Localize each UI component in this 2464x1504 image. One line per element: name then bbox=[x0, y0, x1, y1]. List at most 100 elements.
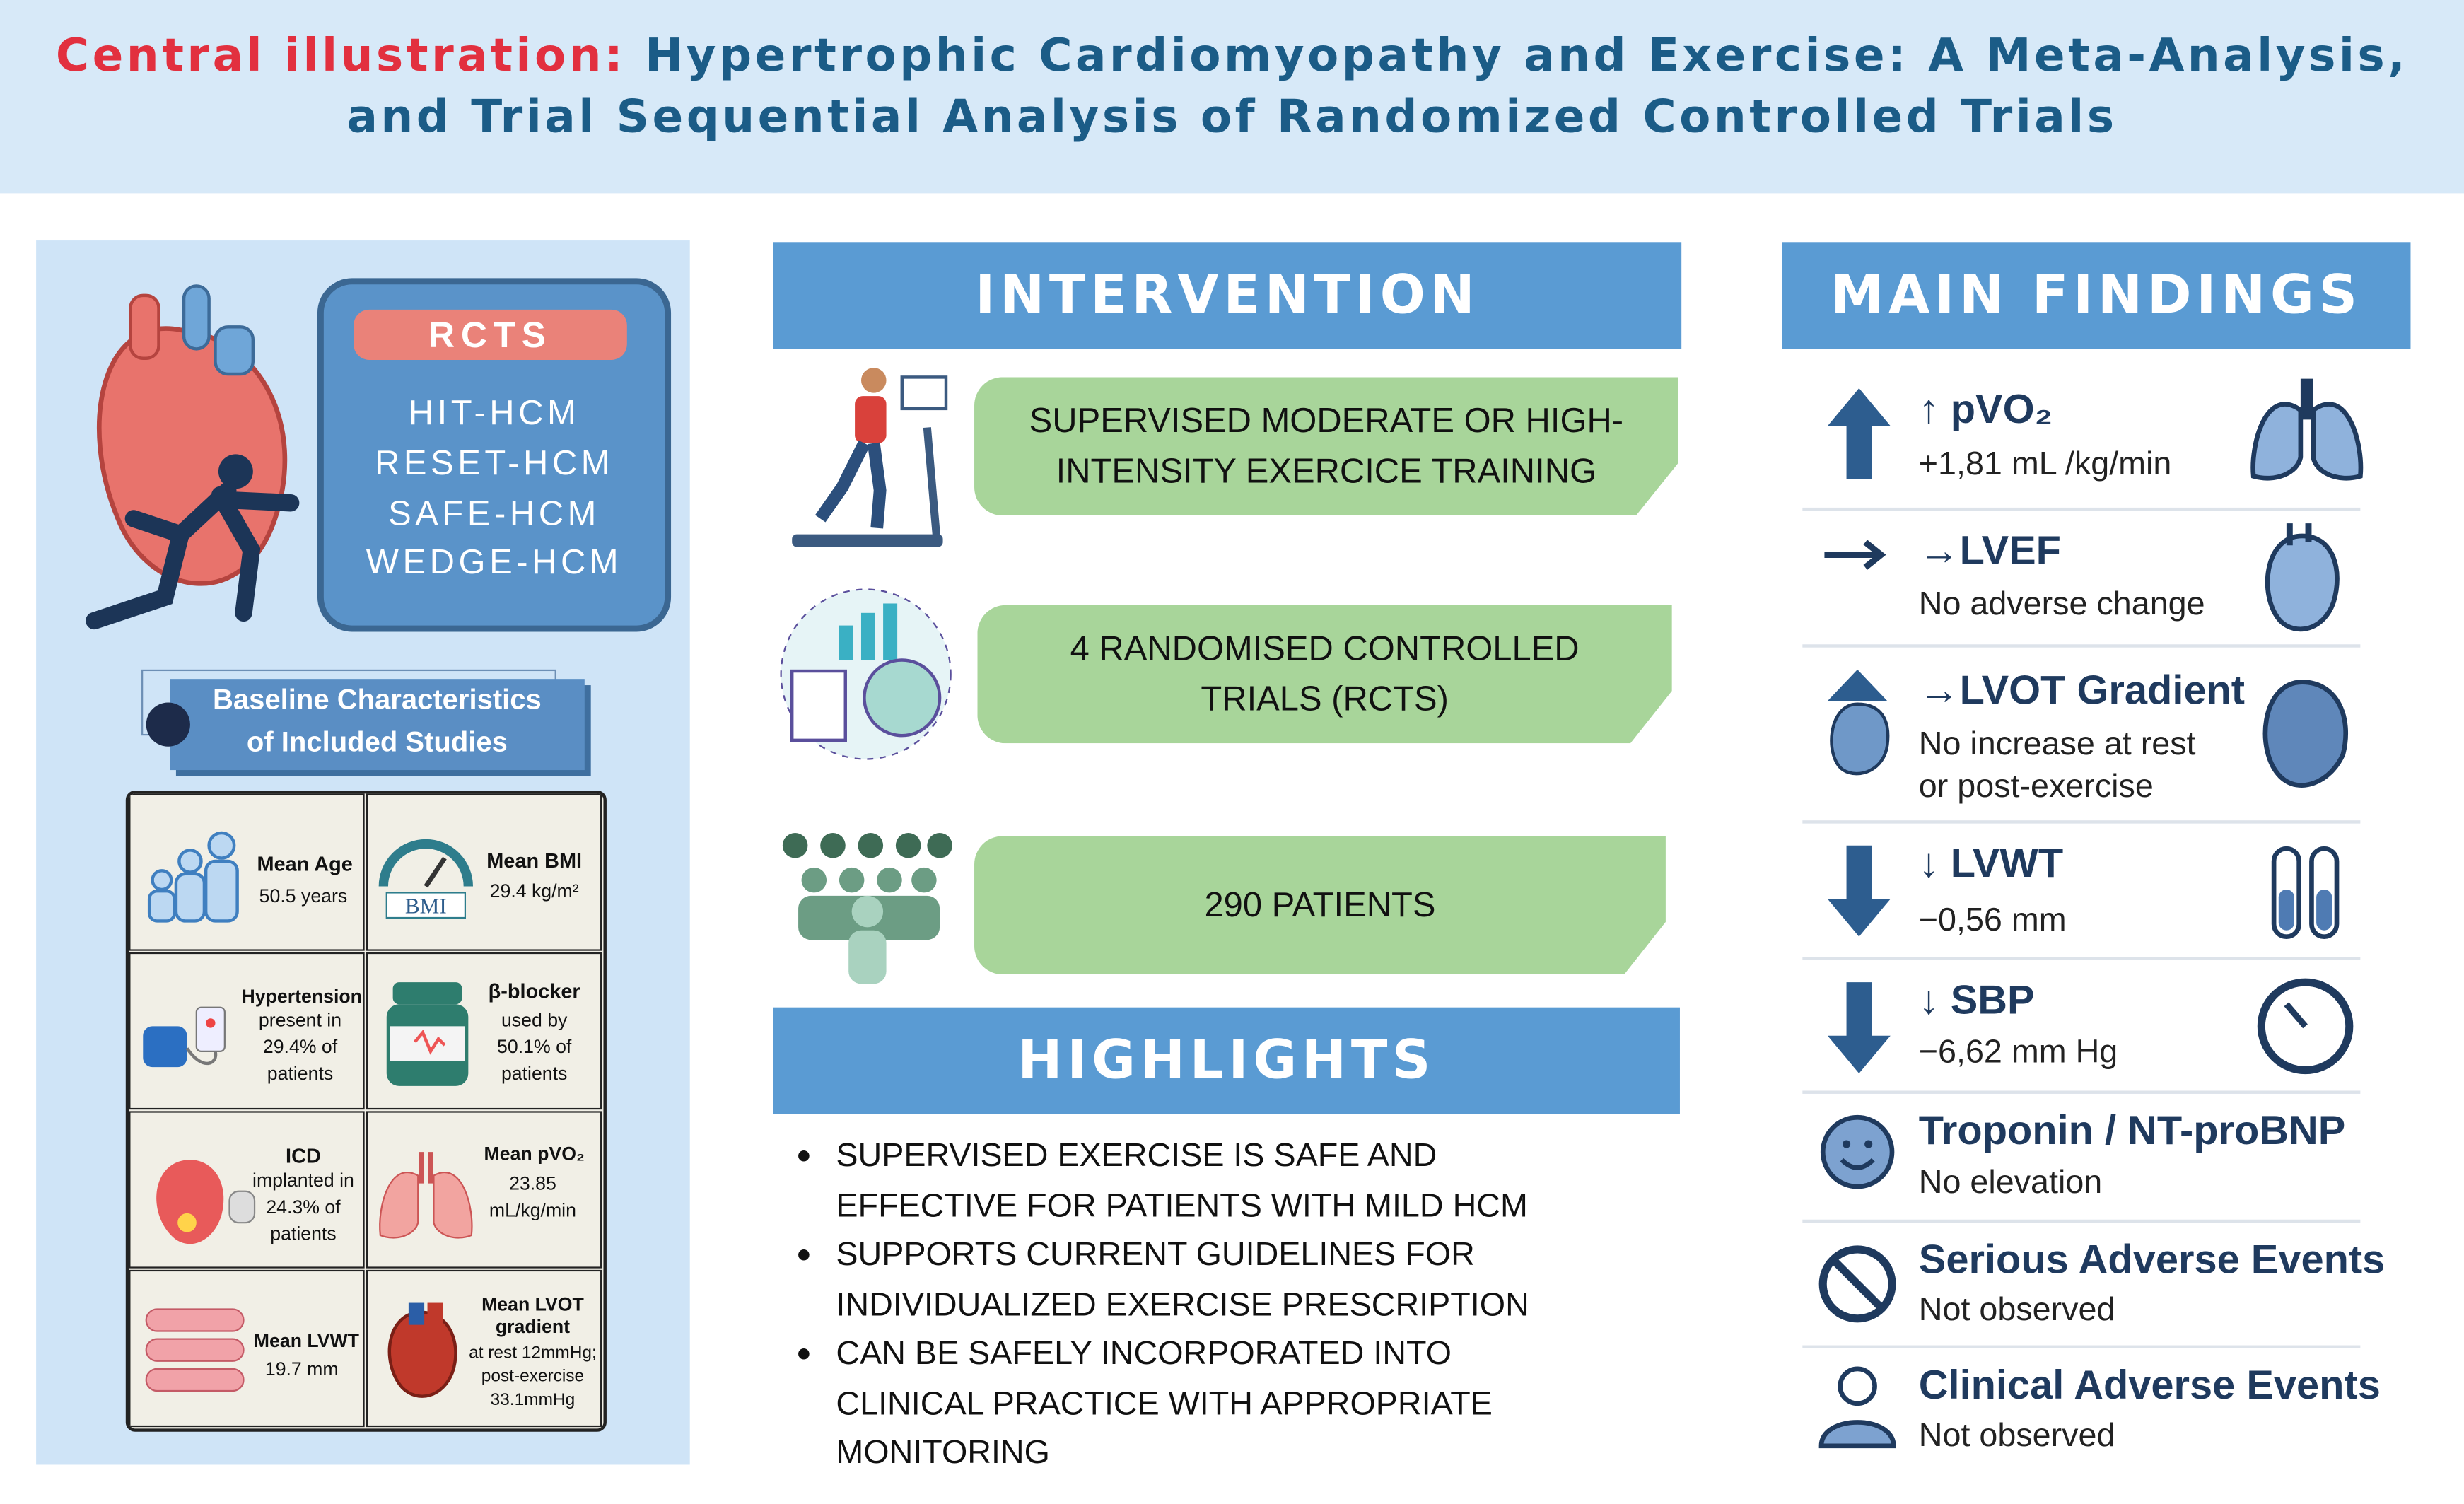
finding: Troponin / NT-proBNP No elevation bbox=[1802, 1090, 2361, 1223]
finding: ↑ pVO₂ +1,81 mL /kg/min bbox=[1802, 373, 2364, 511]
title-label: Central illustration: bbox=[55, 28, 626, 82]
finding-text: −0,56 mm bbox=[1918, 902, 2067, 938]
highlight: CAN BE SAFELY INCORPORATED INTO CLINICAL… bbox=[836, 1336, 1493, 1471]
prohibited-icon bbox=[1818, 1245, 1896, 1323]
cell-label: Mean LVOT gradient bbox=[481, 1293, 584, 1338]
gauge-icon bbox=[2257, 978, 2354, 1075]
bp-monitor-icon bbox=[143, 1006, 226, 1068]
bullet bbox=[798, 1348, 810, 1360]
cell-text: present in 29.4% of patients bbox=[258, 1008, 342, 1085]
finding: ↓ LVWT −0,56 mm bbox=[1802, 820, 2361, 961]
intervention-text: 290 PATIENTS bbox=[1204, 885, 1436, 924]
intervention-title: INTERVENTION bbox=[773, 242, 1682, 349]
baseline-title-line: Baseline Characteristics bbox=[213, 683, 542, 716]
intervention-text: SUPERVISED MODERATE OR HIGH-INTENSITY EX… bbox=[1029, 400, 1624, 491]
baseline-title-line: of Included Studies bbox=[246, 725, 508, 758]
header: Central illustration: Hypertrophic Cardi… bbox=[0, 0, 2464, 194]
baseline-title: Baseline Characteristics of Included Stud… bbox=[170, 679, 585, 771]
finding: →LVEF No adverse change bbox=[1802, 508, 2361, 648]
down-arrow bbox=[1827, 845, 1891, 937]
finding-heading: Troponin / NT-proBNP bbox=[1918, 1106, 2346, 1154]
finding-heading: Serious Adverse Events bbox=[1918, 1235, 2386, 1283]
up-arrow bbox=[1827, 387, 1891, 479]
icd-heart-icon bbox=[156, 1160, 256, 1244]
patients-icon bbox=[782, 832, 952, 984]
bmi-icon-label: BMI bbox=[405, 893, 447, 918]
intervention-item: 290 PATIENTS bbox=[974, 836, 1666, 975]
lungs-icon bbox=[379, 1152, 473, 1239]
trial: SAFE-HCM bbox=[388, 493, 600, 533]
cell-text: 23.85 mL/kg/min bbox=[489, 1172, 576, 1221]
finding-text: Not observed bbox=[1918, 1417, 2115, 1454]
down-arrow bbox=[1827, 982, 1891, 1074]
baseline-cell: BMI Mean BMI 29.4 kg/m² bbox=[366, 793, 602, 951]
bullet-dot bbox=[146, 702, 190, 747]
title: Central illustration: Hypertrophic Cardi… bbox=[0, 28, 2464, 82]
cell-text: at rest 12mmHg; post-exercise 33.1mmHg bbox=[469, 1343, 597, 1410]
trial: WEDGE-HCM bbox=[366, 542, 623, 582]
baseline-cell: Hypertension present in 29.4% of patient… bbox=[129, 952, 365, 1110]
finding-heading: ↑ pVO₂ bbox=[1918, 385, 2053, 433]
baseline-cell: Mean LVWT 19.7 mm bbox=[129, 1269, 365, 1428]
cell-label: Mean LVWT bbox=[253, 1329, 359, 1352]
baseline-cell: Mean pVO₂ 23.85 mL/kg/min bbox=[366, 1111, 602, 1269]
highlight: SUPERVISED EXERCISE IS SAFE AND EFFECTIV… bbox=[836, 1138, 1528, 1224]
heart-icon bbox=[2262, 680, 2348, 788]
cell-text: implanted in 24.3% of patients bbox=[252, 1169, 354, 1245]
cell-label: Hypertension bbox=[241, 985, 362, 1008]
findings-title: MAIN FINDINGS bbox=[1782, 242, 2411, 349]
title: and Trial Sequential Analysis of Randomi… bbox=[346, 89, 2118, 144]
heart-runner-icon bbox=[86, 284, 300, 630]
bullet bbox=[798, 1150, 810, 1162]
finding: ↓ SBP −6,62 mm Hg bbox=[1802, 957, 2361, 1094]
finding-text: No increase at rest or post-exercise bbox=[1918, 725, 2196, 805]
finding: →LVOT Gradient No increase at rest or po… bbox=[1802, 644, 2361, 824]
family-icon bbox=[147, 831, 239, 923]
trial: HIT-HCM bbox=[408, 392, 580, 433]
finding-text: No adverse change bbox=[1918, 586, 2205, 623]
intervention-text: 4 RANDOMISED CONTROLLED TRIALS (RCTS) bbox=[1070, 629, 1580, 718]
right-arrow bbox=[1824, 540, 1886, 570]
rcts-title: RCTS bbox=[354, 309, 627, 360]
finding-heading: Clinical Adverse Events bbox=[1918, 1360, 2381, 1409]
finding: Clinical Adverse Events Not observed bbox=[1802, 1346, 2381, 1471]
finding: Serious Adverse Events Not observed bbox=[1802, 1220, 2385, 1348]
cell-text: 29.4 kg/m² bbox=[489, 880, 579, 902]
cell-label: Mean Age bbox=[257, 851, 353, 875]
muscle-tissue-icon bbox=[145, 1308, 245, 1392]
trials-icon bbox=[780, 588, 952, 760]
highlight: SUPPORTS CURRENT GUIDELINES FOR INDIVIDU… bbox=[836, 1237, 1529, 1323]
baseline-cell: Mean LVOT gradient at rest 12mmHg; post-… bbox=[366, 1269, 602, 1428]
test-tubes-icon bbox=[2271, 846, 2340, 940]
cell-text: 50.5 years bbox=[259, 885, 348, 907]
finding-text: +1,81 mL /kg/min bbox=[1918, 446, 2172, 483]
bullet bbox=[798, 1249, 810, 1261]
bmi-icon: BMI bbox=[378, 839, 474, 919]
person-icon bbox=[1818, 1366, 1896, 1449]
finding-heading: →LVOT Gradient bbox=[1918, 666, 2246, 714]
cell-text: 19.7 mm bbox=[264, 1358, 339, 1380]
trial: RESET-HCM bbox=[375, 443, 614, 483]
heart-icon bbox=[2265, 523, 2340, 632]
treadmill-icon bbox=[792, 368, 948, 547]
baseline-grid: Mean Age 50.5 years BMI Mean BMI 29.4 kg… bbox=[125, 790, 607, 1432]
finding-text: No elevation bbox=[1918, 1164, 2103, 1201]
baseline-cell: β-blocker used by 50.1% of patients bbox=[366, 952, 602, 1110]
cell-label: Mean pVO₂ bbox=[484, 1142, 585, 1165]
intervention-item: 4 RANDOMISED CONTROLLED TRIALS (RCTS) bbox=[977, 605, 1672, 744]
cell-label: Mean BMI bbox=[486, 849, 583, 873]
heart-arrow-icon bbox=[1827, 669, 1890, 776]
finding-text: −6,62 mm Hg bbox=[1918, 1034, 2118, 1071]
pill-bottle-icon bbox=[386, 982, 469, 1086]
smiley-icon bbox=[1820, 1114, 1895, 1189]
cell-label: ICD bbox=[286, 1144, 321, 1168]
heart-icon bbox=[387, 1302, 457, 1398]
cell-label: β-blocker bbox=[488, 979, 580, 1003]
highlights-title: HIGHLIGHTS bbox=[773, 1007, 1680, 1114]
lungs-icon bbox=[2250, 378, 2364, 481]
finding-heading: ↓ LVWT bbox=[1918, 839, 2064, 887]
finding-text: Not observed bbox=[1918, 1291, 2115, 1329]
